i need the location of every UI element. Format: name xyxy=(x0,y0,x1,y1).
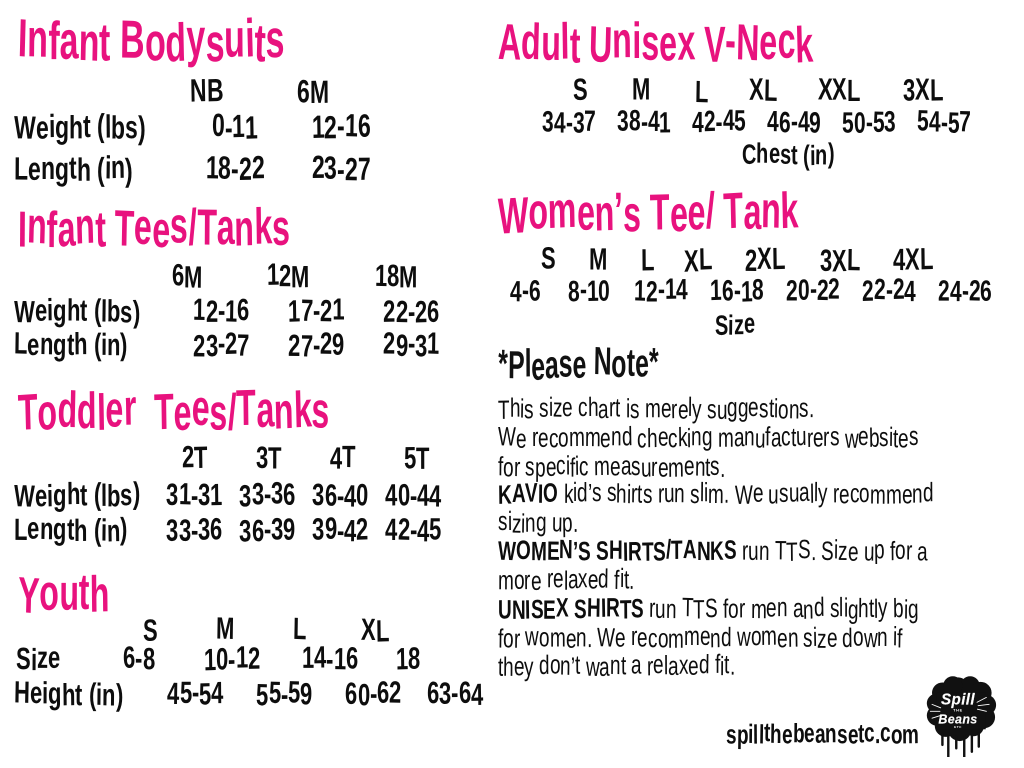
svg-text:ETC: ETC xyxy=(954,725,962,729)
svg-text:Beans: Beans xyxy=(938,712,977,726)
svg-text:THE: THE xyxy=(953,708,963,712)
svg-text:Spill: Spill xyxy=(941,691,975,708)
